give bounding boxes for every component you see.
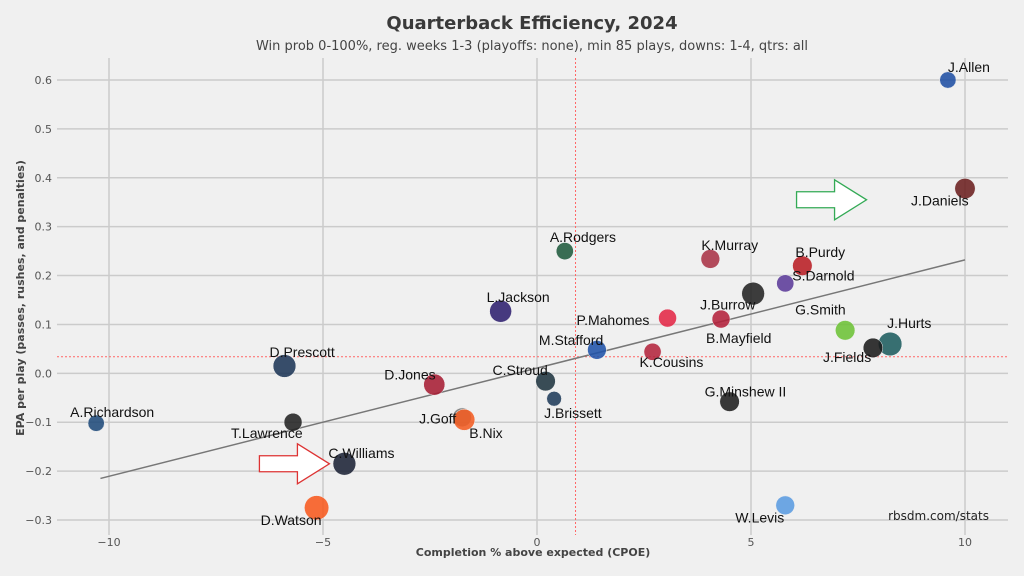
- arrows: [258, 178, 868, 485]
- point-d-prescott: [272, 354, 297, 378]
- point-d-watson: [304, 495, 330, 521]
- point-label: J.Brissett: [544, 405, 602, 421]
- point-g-smith: [835, 320, 856, 341]
- chart-subtitle: Win prob 0-100%, reg. weeks 1-3 (playoff…: [256, 39, 808, 54]
- y-tick-label: 0.5: [35, 123, 53, 136]
- y-tick-label: 0.4: [35, 172, 53, 185]
- point-label: J.Goff: [419, 410, 456, 426]
- point-label: B.Mayfield: [706, 330, 771, 346]
- green-arrow: [795, 178, 868, 221]
- point-label: C.Stroud: [493, 362, 548, 378]
- point-k-cousins: [643, 342, 662, 361]
- point-w-levis: [775, 495, 795, 515]
- x-axis-label: Completion % above expected (CPOE): [416, 546, 651, 559]
- point-label: J.Daniels: [911, 193, 969, 209]
- point-a-rodgers: [555, 242, 574, 260]
- y-tick-label: −0.3: [25, 514, 52, 527]
- point-k-murray: [700, 249, 720, 269]
- point-label: G.Minshew II: [705, 384, 787, 400]
- x-tick-label: −10: [97, 536, 120, 549]
- point-label: L.Jackson: [487, 289, 550, 305]
- point-label: D.Jones: [384, 367, 435, 383]
- point-j-daniels: [954, 178, 976, 199]
- point-label: D.Watson: [261, 512, 322, 528]
- x-tick-label: 10: [958, 536, 972, 549]
- point-s-darnold: [776, 274, 795, 293]
- y-tick-label: 0.0: [35, 367, 53, 380]
- point-c-williams: [332, 452, 357, 476]
- point-label: J.Allen: [948, 59, 990, 75]
- point-label: J.Burrow: [700, 297, 756, 313]
- point-b-nix: [453, 408, 476, 431]
- x-tick-label: 0: [534, 536, 541, 549]
- point-label: B.Nix: [469, 425, 502, 441]
- point-c-stroud: [535, 371, 556, 392]
- point-l-jackson: [489, 299, 512, 323]
- point-g-minshew-ii: [719, 391, 740, 412]
- y-axis-label: EPA per play (passes, rushes, and penalt…: [14, 160, 27, 436]
- trend-line-path: [100, 259, 966, 480]
- point-label: C.Williams: [328, 445, 394, 461]
- point-label: K.Cousins: [640, 354, 704, 370]
- y-tick-label: 0.1: [35, 318, 53, 331]
- point-label: A.Richardson: [70, 404, 154, 420]
- y-tick-label: 0.3: [35, 221, 53, 234]
- point-label: S.Darnold: [792, 267, 854, 283]
- data-points: [87, 71, 976, 521]
- point-label: J.Fields: [823, 349, 871, 365]
- point-label: M.Stafford: [539, 332, 603, 348]
- point-m-stafford: [587, 340, 607, 360]
- trend-line: [100, 259, 966, 480]
- point-label: K.Murray: [701, 237, 758, 253]
- point-label: T.Lawrence: [231, 425, 303, 441]
- point-j-allen: [939, 71, 957, 89]
- point-label: A.Rodgers: [550, 229, 616, 245]
- point-b-mayfield: [711, 309, 731, 329]
- y-tick-label: −0.2: [25, 465, 52, 478]
- point-label: W.Levis: [735, 509, 784, 525]
- point-label: G.Smith: [795, 301, 846, 317]
- y-tick-label: 0.2: [35, 270, 53, 283]
- point-j-brissett: [546, 391, 562, 407]
- axis-ticks: −10 −5 0 5 10 −0.3 −0.2 −0.1 0.0 0.1 0.2 0.3 0.4 0.5 0…: [25, 74, 972, 549]
- point-label: D.Prescott: [269, 344, 334, 360]
- point-t-lawrence: [283, 412, 303, 432]
- x-tick-label: 5: [748, 536, 755, 549]
- point-label: B.Purdy: [795, 244, 845, 260]
- x-tick-label: −5: [315, 536, 331, 549]
- point-j-fields: [862, 337, 884, 358]
- point-label: P.Mahomes: [577, 312, 650, 328]
- mean-lines: [57, 58, 1008, 535]
- point-d-jones: [423, 373, 446, 396]
- point-b-purdy: [792, 255, 813, 276]
- point-p-mahomes: [658, 308, 677, 328]
- y-tick-label: −0.1: [25, 416, 52, 429]
- red-arrow: [258, 442, 331, 485]
- y-tick-label: 0.6: [35, 74, 53, 87]
- point-j-burrow: [741, 281, 765, 306]
- point-label: J.Hurts: [887, 315, 931, 331]
- point-labels: J.Allen J.Daniels A.Rodgers K.Murray B.Purdy…: [70, 59, 990, 528]
- credit-text: rbsdm.com/stats: [888, 509, 989, 523]
- point-a-richardson: [87, 414, 105, 432]
- chart-title: Quarterback Efficiency, 2024: [386, 13, 677, 34]
